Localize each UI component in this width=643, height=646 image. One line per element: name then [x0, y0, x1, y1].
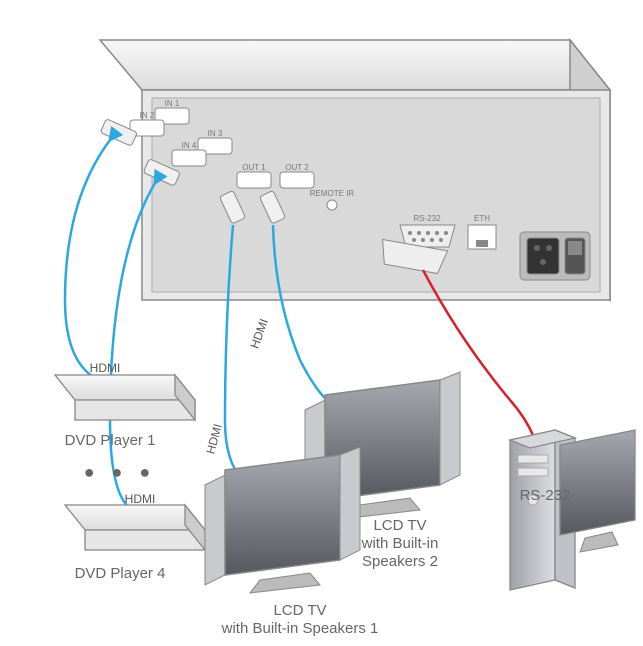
dvd4-label: DVD Player 4 [75, 565, 166, 582]
port-label-out2: OUT 2 [285, 163, 309, 172]
port-label-in2: IN 2 [140, 111, 155, 120]
lcd2-label-1: LCD TV [373, 517, 426, 534]
dvd-ellipsis: ● ● ● [84, 462, 157, 482]
lcd1-label-1: LCD TV [273, 602, 326, 619]
lcd1-label-2: with Built‑in Speakers 1 [221, 620, 379, 637]
dvd1-label: DVD Player 1 [65, 432, 156, 449]
lcd-tv-1: LCD TV with Built‑in Speakers 1 [205, 447, 378, 637]
port-label-out1: OUT 1 [242, 163, 266, 172]
dvd4-port-label: HDMI [125, 492, 156, 506]
port-label-in4: IN 4 [182, 141, 197, 150]
pc-label: RS‑232 [520, 487, 571, 504]
lcd2-label-3: Speakers 2 [362, 553, 438, 570]
port-label-in3: IN 3 [208, 129, 223, 138]
port-label-remote: REMOTE IR [310, 189, 355, 198]
cable-hdmi-dvd1 [65, 140, 110, 378]
port-label-rs232: RS-232 [413, 214, 441, 223]
lcd2-label-2: with Built‑in [361, 535, 439, 552]
dvd-player-1: HDMI DVD Player 1 [55, 361, 195, 449]
port-label-eth: ETH [474, 214, 490, 223]
pc-desktop: RS‑232 [510, 430, 635, 590]
matrix-switcher: IN 1 IN 2 IN 3 IN 4 OUT 1 OUT 2 REMOTE I… [100, 40, 610, 300]
dvd-player-4: HDMI DVD Player 4 [65, 492, 205, 582]
cable-label-hdmi-lcd1: HDMI [203, 422, 224, 455]
port-label-in1: IN 1 [165, 99, 180, 108]
dvd1-port-label: HDMI [90, 361, 121, 375]
diagram-canvas: IN 1 IN 2 IN 3 IN 4 OUT 1 OUT 2 REMOTE I… [0, 0, 643, 646]
cable-label-hdmi-lcd2: HDMI [247, 317, 271, 351]
